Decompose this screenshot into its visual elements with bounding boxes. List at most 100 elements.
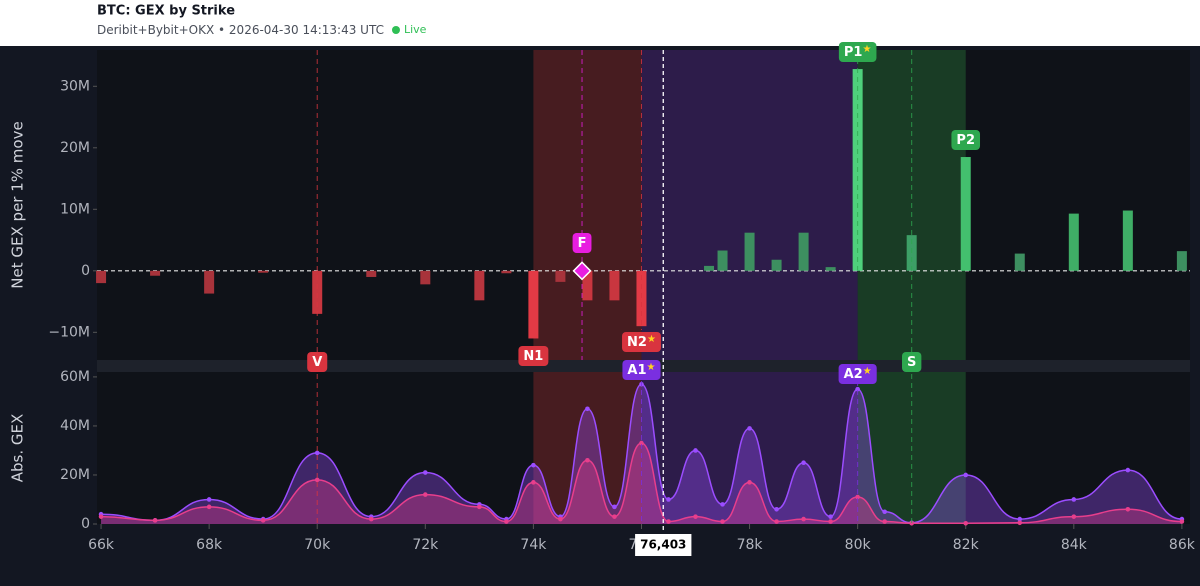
marker-label: N2★	[627, 334, 656, 350]
bar	[1014, 253, 1025, 271]
point	[882, 509, 887, 515]
bar	[528, 270, 539, 339]
point	[666, 519, 671, 524]
bar	[555, 270, 566, 282]
y-tick-label: 30M	[60, 78, 90, 94]
point	[828, 514, 833, 519]
point	[1017, 520, 1023, 526]
marker-label: S	[907, 355, 916, 370]
bar	[771, 259, 782, 271]
marker-badge: N2★	[622, 332, 661, 352]
point	[1017, 516, 1023, 522]
lower-plot-bg	[97, 372, 1190, 524]
marker-badge: P2	[951, 130, 981, 150]
point	[666, 497, 671, 502]
bar	[501, 270, 512, 274]
x-tick-label: 84k	[1061, 537, 1088, 553]
point	[639, 440, 644, 446]
marker-label: A2★	[844, 366, 872, 382]
marker-label: F	[578, 236, 587, 251]
zone	[641, 372, 858, 524]
point	[747, 426, 752, 431]
y-tick-label: −10M	[48, 324, 90, 340]
bar	[704, 265, 715, 271]
point	[909, 520, 914, 526]
point	[855, 494, 860, 500]
timestamp: 2026-04-30 14:13:43 UTC	[229, 23, 384, 37]
point	[558, 516, 563, 522]
x-tick-label: 68k	[196, 537, 223, 553]
marker-label: N1	[523, 349, 543, 364]
point	[1125, 467, 1131, 473]
point	[504, 519, 509, 524]
point	[693, 448, 698, 453]
point	[855, 386, 860, 392]
y-tick-label: 10M	[60, 201, 90, 217]
live-dot	[391, 26, 400, 34]
subtitle: Deribit+Bybit+OKX • 2026-04-30 14:13:43 …	[97, 23, 384, 37]
point	[1179, 519, 1185, 524]
bar	[798, 232, 809, 271]
marker-label: V	[312, 355, 322, 370]
bar	[744, 232, 755, 271]
y-axis-title: Abs. GEX	[9, 414, 27, 483]
point	[1071, 497, 1077, 502]
source: Deribit+Bybit+OKX	[97, 23, 214, 37]
point	[720, 519, 725, 524]
marker-label-text: F	[578, 236, 587, 251]
bar	[474, 270, 485, 301]
marker-badge: P1★	[838, 42, 877, 62]
point	[423, 470, 428, 475]
point	[531, 462, 536, 468]
marker-badge-bg	[307, 352, 328, 372]
marker-star: ★	[863, 366, 872, 377]
marker-badge: V	[307, 352, 328, 372]
point	[531, 480, 536, 485]
marker-label-text: P1	[844, 45, 863, 60]
marker-label: P2	[956, 133, 975, 148]
point	[801, 460, 806, 466]
y-tick-label: 20M	[60, 467, 90, 483]
point	[152, 518, 158, 523]
point	[585, 457, 590, 463]
marker-label-text: S	[907, 355, 916, 370]
point	[720, 502, 725, 507]
bar	[150, 270, 161, 276]
x-tick-label: 86k	[1169, 537, 1196, 553]
flip-diamond	[572, 261, 592, 281]
point	[585, 406, 590, 412]
marker-label: A1★	[627, 362, 655, 378]
marker-badge-bg	[838, 42, 877, 62]
point	[801, 516, 806, 522]
bar	[1068, 213, 1079, 271]
bar	[96, 270, 107, 284]
marker-badge: A2★	[838, 364, 877, 384]
zone	[641, 50, 858, 360]
marker-badge: A1★	[622, 360, 661, 380]
point	[368, 516, 374, 522]
bar	[609, 270, 620, 301]
marker-label-text: A2	[844, 367, 863, 382]
y-tick-label: 60M	[60, 369, 90, 385]
marker-label-text: N2	[627, 335, 647, 350]
bar	[960, 157, 971, 271]
point	[423, 492, 428, 497]
marker-label-text: A1	[627, 363, 646, 378]
bar	[366, 270, 377, 277]
marker-badge-bg	[901, 352, 922, 372]
point	[774, 506, 779, 512]
bar	[1176, 251, 1187, 271]
marker-badge-bg	[622, 360, 661, 380]
marker-badge: F	[572, 233, 592, 253]
bar	[204, 270, 215, 294]
spot-badge-bg	[635, 534, 692, 556]
point	[260, 518, 266, 523]
marker-label-text: P2	[956, 133, 975, 148]
point	[1125, 506, 1131, 512]
marker-label-text: N1	[523, 349, 543, 364]
marker-badge-bg	[622, 332, 661, 352]
point	[747, 480, 752, 485]
marker-badge-bg	[518, 346, 549, 366]
bar	[717, 250, 728, 271]
x-tick-label: 82k	[953, 537, 980, 553]
